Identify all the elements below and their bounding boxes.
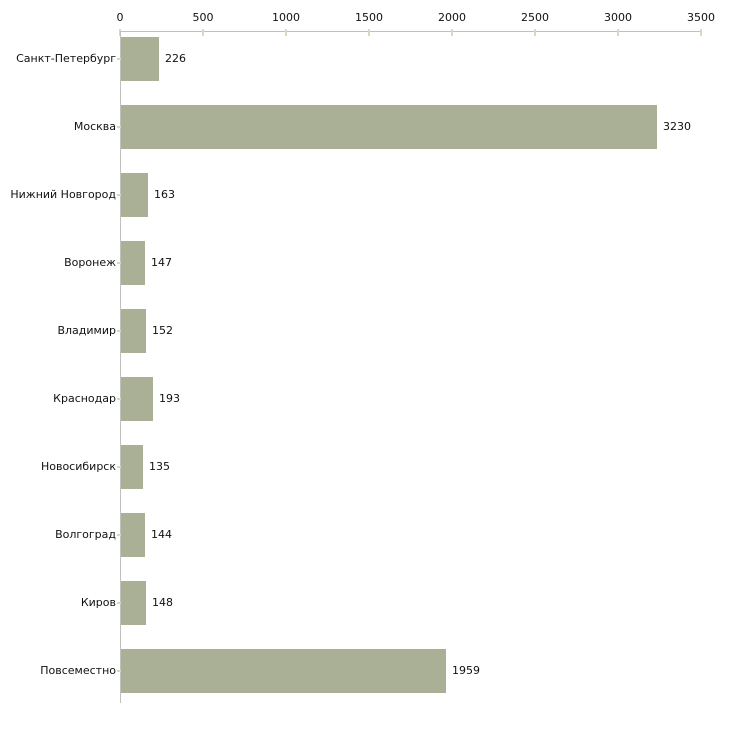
x-tick-mark <box>202 29 204 36</box>
bar <box>121 581 146 625</box>
bar <box>121 241 145 285</box>
x-axis-line <box>120 31 702 32</box>
bar <box>121 649 446 693</box>
x-tick-mark <box>451 29 453 36</box>
x-tick-mark <box>617 29 619 36</box>
x-tick-label: 2000 <box>438 11 466 24</box>
y-tick-mark <box>117 602 124 604</box>
y-tick-mark <box>117 194 124 196</box>
value-label: 1959 <box>452 664 480 677</box>
y-tick-mark <box>117 126 124 128</box>
x-tick-label: 1500 <box>355 11 383 24</box>
value-label: 135 <box>149 460 170 473</box>
bar <box>121 377 153 421</box>
category-label: Повсеместно <box>40 664 116 677</box>
y-tick-mark <box>117 262 124 264</box>
category-label: Нижний Новгород <box>10 188 116 201</box>
x-tick-label: 1000 <box>272 11 300 24</box>
x-tick-mark <box>700 29 702 36</box>
value-label: 147 <box>151 256 172 269</box>
category-label: Москва <box>73 120 116 133</box>
category-label: Краснодар <box>53 392 116 405</box>
category-label: Санкт-Петербург <box>16 52 116 65</box>
y-tick-mark <box>117 534 124 536</box>
x-tick-mark <box>368 29 370 36</box>
y-tick-mark <box>117 670 124 672</box>
category-label: Владимир <box>57 324 116 337</box>
bar <box>121 513 145 557</box>
y-tick-mark <box>117 398 124 400</box>
bar <box>121 37 159 81</box>
value-label: 226 <box>165 52 186 65</box>
y-tick-mark <box>117 466 124 468</box>
bar <box>121 105 657 149</box>
x-tick-label: 500 <box>192 11 214 24</box>
bar <box>121 173 148 217</box>
x-tick-label: 3500 <box>687 11 715 24</box>
x-tick-mark <box>534 29 536 36</box>
x-tick-label: 3000 <box>604 11 632 24</box>
bar <box>121 309 146 353</box>
x-tick-label: 0 <box>116 11 124 24</box>
category-label: Воронеж <box>64 256 116 269</box>
bar <box>121 445 143 489</box>
x-tick-label: 2500 <box>521 11 549 24</box>
value-label: 152 <box>152 324 173 337</box>
x-tick-mark <box>285 29 287 36</box>
value-label: 148 <box>152 596 173 609</box>
y-tick-mark <box>117 58 124 60</box>
y-axis-line <box>120 31 121 703</box>
value-label: 3230 <box>663 120 691 133</box>
category-label: Киров <box>80 596 116 609</box>
y-tick-mark <box>117 330 124 332</box>
value-label: 144 <box>151 528 172 541</box>
value-label: 193 <box>159 392 180 405</box>
value-label: 163 <box>154 188 175 201</box>
category-label: Волгоград <box>55 528 116 541</box>
category-label: Новосибирск <box>40 460 116 473</box>
